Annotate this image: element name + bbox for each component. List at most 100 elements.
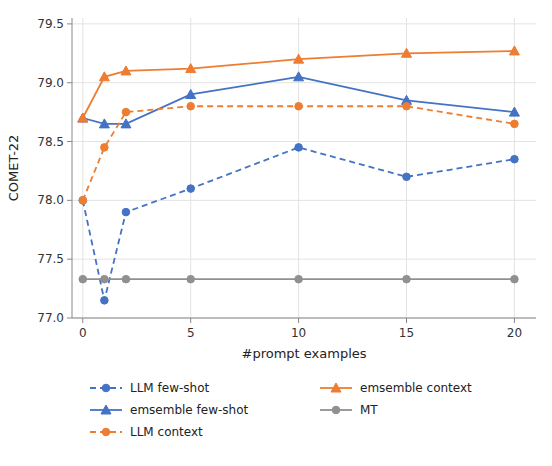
tick-y [67, 82, 72, 83]
point [187, 102, 195, 110]
point [121, 119, 131, 128]
point [295, 144, 303, 152]
series [79, 102, 518, 204]
page: {"chart_data": { "type": "line", "x_labe… [0, 0, 552, 466]
chart-container: 77.0 77.5 78.0 78.5 79.0 79.5 0 5 10 15 20 #prompt … [0, 0, 552, 466]
point [403, 275, 411, 283]
point [79, 197, 87, 205]
legend-entry: emsemble context [320, 381, 472, 395]
legend-entry: LLM context [90, 425, 203, 439]
grid-line-y [72, 318, 536, 319]
tick-y [67, 318, 72, 319]
tick-label-x: 15 [399, 326, 414, 340]
point [78, 113, 88, 122]
point [78, 113, 88, 122]
point [295, 102, 303, 110]
legend-label: emsemble context [360, 381, 472, 395]
grid-line-y [72, 23, 536, 24]
series [78, 72, 520, 128]
series-line [83, 147, 515, 300]
point [101, 144, 109, 152]
point [186, 89, 196, 98]
tick-y [67, 200, 72, 201]
point [79, 197, 87, 205]
point [121, 66, 131, 75]
point [122, 108, 130, 116]
tick-x [190, 318, 191, 323]
tick-label-y: 78.0 [37, 193, 64, 207]
legend-marker [332, 406, 340, 414]
axis-y [72, 18, 73, 318]
tick-label-x: 10 [291, 326, 306, 340]
tick-x [298, 318, 299, 323]
legend-label: MT [360, 403, 378, 417]
point [511, 120, 519, 128]
point [402, 48, 412, 57]
tick-label-x: 20 [507, 326, 522, 340]
point [509, 107, 519, 116]
y-axis-label: COMET-22 [6, 135, 21, 202]
point [79, 275, 87, 283]
axis-x [72, 318, 536, 319]
point [122, 275, 130, 283]
tick-label-y: 79.5 [37, 17, 64, 31]
series-line [83, 51, 515, 118]
grid-line-x [514, 18, 515, 318]
legend-marker [102, 384, 110, 392]
tick-label-y: 79.0 [37, 76, 64, 90]
legend-entry: MT [320, 403, 378, 417]
tick-label-x: 5 [187, 326, 195, 340]
grid-line-x [82, 18, 83, 318]
x-axis-label: #prompt examples [241, 346, 366, 361]
chart: 77.0 77.5 78.0 78.5 79.0 79.5 0 5 10 15 20 #prompt … [0, 0, 552, 466]
point [294, 72, 304, 81]
grid-line-y [72, 259, 536, 260]
series [78, 46, 520, 122]
legend-entry: emsemble few-shot [90, 403, 248, 417]
tick-x [406, 318, 407, 323]
point [101, 297, 109, 305]
point [511, 275, 519, 283]
grid-line-y [72, 200, 536, 201]
legend: LLM few-shot emsemble few-shot LLM context… [90, 381, 472, 439]
axes: 77.0 77.5 78.0 78.5 79.0 79.5 0 5 10 15 20 [37, 17, 536, 340]
legend-marker [101, 405, 111, 414]
point [403, 173, 411, 181]
series-line [83, 106, 515, 200]
legend-marker [102, 428, 110, 436]
point [122, 208, 130, 216]
point [294, 54, 304, 63]
tick-label-y: 77.5 [37, 252, 64, 266]
grid-line-x [406, 18, 407, 318]
grid-line-y [72, 141, 536, 142]
point [511, 155, 519, 163]
point [99, 72, 109, 81]
plot-area [78, 46, 520, 304]
legend-label: emsemble few-shot [130, 403, 248, 417]
legend-marker [331, 383, 341, 392]
series [79, 144, 518, 305]
legend-label: LLM few-shot [130, 381, 209, 395]
tick-x [82, 318, 83, 323]
tick-y [67, 141, 72, 142]
series-line [83, 77, 515, 124]
point [295, 275, 303, 283]
grid [72, 18, 536, 318]
tick-x [514, 318, 515, 323]
tick-label-y: 78.5 [37, 135, 64, 149]
point [101, 275, 109, 283]
tick-y [67, 23, 72, 24]
series [79, 275, 518, 283]
legend-label: LLM context [130, 425, 203, 439]
point [403, 102, 411, 110]
tick-label-x: 0 [79, 326, 87, 340]
point [187, 275, 195, 283]
point [186, 64, 196, 73]
legend-entry: LLM few-shot [90, 381, 209, 395]
tick-label-y: 77.0 [37, 311, 64, 325]
point [99, 119, 109, 128]
grid-line-y [72, 82, 536, 83]
tick-y [67, 259, 72, 260]
point [509, 46, 519, 55]
point [187, 185, 195, 193]
